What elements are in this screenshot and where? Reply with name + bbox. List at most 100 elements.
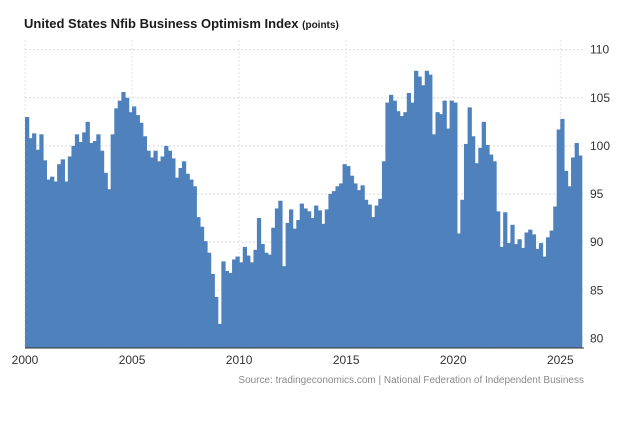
bar — [424, 70, 430, 349]
bar — [367, 204, 372, 348]
bar — [310, 218, 315, 348]
bar — [110, 134, 115, 348]
bar — [571, 157, 576, 348]
bar — [399, 116, 404, 348]
bar — [271, 227, 276, 348]
bar — [96, 134, 101, 348]
bar — [217, 323, 222, 348]
bar — [199, 226, 205, 348]
bar — [481, 121, 486, 348]
bar — [224, 271, 230, 348]
bar — [560, 118, 565, 348]
bar — [25, 117, 30, 348]
bar — [221, 261, 226, 348]
bar — [196, 217, 201, 348]
y-tick-label: 95 — [590, 187, 604, 201]
bar — [524, 232, 529, 348]
bar — [246, 255, 251, 348]
bar — [542, 256, 547, 348]
bar — [578, 155, 583, 348]
bar — [389, 94, 394, 348]
bar — [185, 173, 190, 348]
y-tick-label: 80 — [590, 331, 604, 345]
bar — [132, 106, 137, 348]
bar — [463, 143, 469, 348]
y-tick-label: 100 — [590, 139, 610, 153]
bar — [92, 141, 98, 348]
bar — [421, 85, 426, 349]
bar — [428, 74, 433, 349]
bar — [392, 100, 397, 348]
bar — [85, 121, 90, 348]
bar — [232, 259, 237, 348]
bar — [189, 179, 194, 348]
bar — [485, 144, 490, 348]
bar — [521, 247, 526, 348]
bar — [499, 246, 504, 348]
bar — [406, 92, 412, 348]
x-tick-label: 2015 — [333, 353, 360, 367]
bar — [292, 228, 297, 348]
bar — [89, 142, 94, 348]
bar — [513, 244, 519, 348]
bar — [510, 224, 515, 348]
bar — [328, 194, 333, 348]
bar — [346, 166, 351, 348]
chart-title-text: United States Nfib Business Optimism Ind… — [24, 16, 299, 31]
bar — [321, 223, 326, 348]
bar — [478, 147, 483, 348]
bar — [181, 161, 187, 348]
y-tick-label: 110 — [590, 43, 609, 57]
bar — [471, 136, 476, 348]
bar — [121, 91, 126, 348]
bar — [535, 248, 540, 348]
bar — [239, 262, 244, 348]
bar — [492, 161, 497, 348]
bar — [414, 70, 419, 349]
bars — [25, 70, 583, 349]
bar — [378, 198, 383, 348]
bar — [35, 149, 40, 348]
bar — [278, 200, 283, 348]
bar — [339, 183, 344, 348]
bar — [78, 142, 83, 348]
bar — [281, 266, 287, 348]
bar — [460, 199, 465, 348]
bar — [28, 138, 33, 348]
bar — [538, 243, 544, 348]
bar — [235, 256, 240, 348]
bar — [545, 237, 551, 348]
bar — [553, 206, 558, 348]
bar — [296, 219, 301, 348]
bar — [506, 243, 512, 348]
bar — [74, 134, 80, 348]
x-tick-label: 2020 — [440, 353, 467, 367]
bar — [64, 181, 69, 348]
bar — [39, 134, 44, 348]
bar — [381, 161, 387, 348]
bar — [103, 172, 108, 348]
bar — [353, 183, 358, 348]
bar — [117, 100, 122, 348]
x-tick-labels: 2000 2005 2010 2015 2020 2025 — [12, 353, 574, 367]
bar — [174, 177, 180, 348]
bar — [360, 185, 365, 348]
bar — [374, 205, 379, 348]
bar — [371, 217, 376, 348]
bar — [317, 210, 322, 348]
bar — [157, 161, 162, 348]
bar — [488, 154, 494, 348]
bar — [32, 133, 37, 348]
bar — [563, 170, 569, 348]
bar — [567, 186, 572, 348]
bar — [306, 211, 312, 348]
bar — [149, 157, 155, 348]
bar — [528, 229, 533, 348]
bar — [549, 230, 554, 348]
bar — [342, 164, 347, 348]
bar — [99, 150, 105, 348]
bar — [517, 239, 522, 348]
bar — [438, 114, 444, 348]
bar — [50, 176, 55, 348]
